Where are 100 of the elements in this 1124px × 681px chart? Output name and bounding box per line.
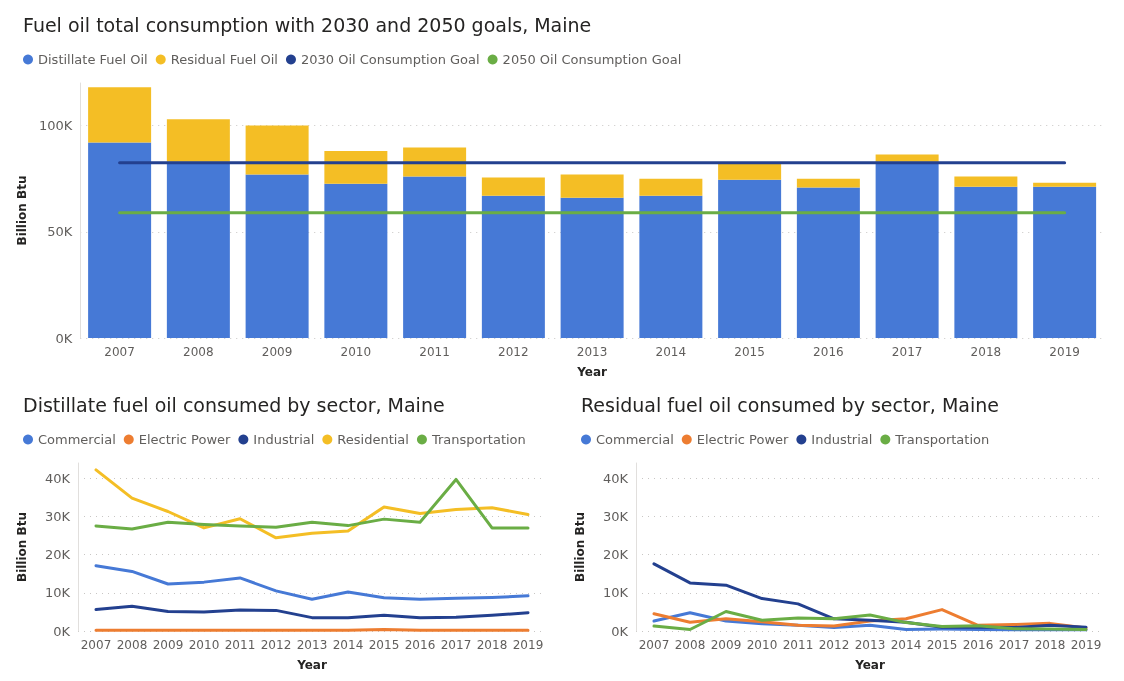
line-series <box>94 477 530 531</box>
bar <box>245 174 309 338</box>
legend-label: Transportation <box>430 432 526 447</box>
x-tick-label: 2015 <box>368 638 400 652</box>
bar <box>324 183 388 338</box>
x-tick-label: 2013 <box>854 638 886 652</box>
x-tick-label: 2008 <box>183 345 214 359</box>
x-axis-title: Year <box>576 365 608 379</box>
bar <box>954 186 1018 338</box>
bar <box>639 195 703 338</box>
legend-label: Residual Fuel Oil <box>170 52 278 67</box>
x-tick-label: 2017 <box>998 638 1030 652</box>
x-tick-label: 2016 <box>962 638 994 652</box>
y-tick-label: 40K <box>44 470 71 486</box>
x-tick-label: 2016 <box>404 638 436 652</box>
legend-label: Commercial <box>38 432 116 447</box>
y-tick-label: 10K <box>602 585 629 601</box>
bar <box>875 161 939 338</box>
x-tick-label: 2019 <box>512 638 544 652</box>
legend-label: Commercial <box>596 432 674 447</box>
legend-label: Industrial <box>811 432 873 447</box>
legend-label: Distillate Fuel Oil <box>38 52 148 67</box>
x-tick-label: 2012 <box>818 638 850 652</box>
legend-label: Industrial <box>253 432 315 447</box>
y-tick-label: 20K <box>602 547 629 563</box>
x-tick-label: 2013 <box>296 638 328 652</box>
bar <box>639 178 703 196</box>
y-tick-label: 0K <box>53 623 71 639</box>
line-series <box>94 564 530 601</box>
bar <box>560 197 624 338</box>
x-tick-label: 2007 <box>638 638 670 652</box>
bar <box>166 119 230 162</box>
x-tick-label: 2012 <box>498 345 529 359</box>
x-tick-label: 2018 <box>970 345 1002 359</box>
y-tick-label: 30K <box>44 508 71 524</box>
x-tick-label: 2017 <box>891 345 923 359</box>
y-tick-label: 0K <box>55 330 73 346</box>
x-tick-label: 2011 <box>782 638 814 652</box>
bar <box>324 151 388 184</box>
bar <box>245 125 309 175</box>
x-tick-label: 2008 <box>674 638 706 652</box>
line-series <box>94 468 530 540</box>
bar <box>1033 186 1097 338</box>
bar <box>481 177 545 196</box>
chart-title: Fuel oil total consumption with 2030 and 2050 goals, Maine <box>23 13 592 36</box>
bar <box>796 187 860 338</box>
y-tick-label: 10K <box>44 585 71 601</box>
legend-label: 2050 Oil Consumption Goal <box>502 52 682 67</box>
x-tick-label: 2011 <box>419 345 450 359</box>
bar <box>796 178 860 188</box>
x-tick-label: 2014 <box>890 638 922 652</box>
y-tick-label: 30K <box>602 508 629 524</box>
x-tick-label: 2011 <box>224 638 256 652</box>
x-tick-label: 2010 <box>746 638 778 652</box>
x-tick-label: 2009 <box>152 638 184 652</box>
bar <box>718 179 782 338</box>
x-tick-label: 2012 <box>260 638 292 652</box>
legend-label: 2030 Oil Consumption Goal <box>300 52 480 67</box>
y-tick-label: 50K <box>47 224 73 240</box>
y-tick-label: 40K <box>602 470 629 486</box>
bar <box>718 162 782 180</box>
x-tick-label: 2013 <box>576 345 608 359</box>
bar <box>166 161 230 338</box>
x-axis-title: Year <box>296 658 327 672</box>
x-tick-label: 2015 <box>734 345 765 359</box>
bar <box>403 176 467 338</box>
chart-title: Residual fuel oil consumed by sector, Maine <box>581 393 999 416</box>
x-tick-label: 2019 <box>1070 638 1102 652</box>
y-axis-title: Billion Btu <box>15 175 29 246</box>
bar <box>88 142 152 338</box>
bar <box>560 174 624 198</box>
bar <box>1033 182 1097 187</box>
x-tick-label: 2010 <box>188 638 220 652</box>
legend-label: Electric Power <box>696 432 790 447</box>
bar <box>954 176 1018 187</box>
x-tick-label: 2018 <box>1034 638 1066 652</box>
y-axis-title: Billion Btu <box>15 512 29 582</box>
y-tick-label: 100K <box>38 118 73 133</box>
y-axis-title: Billion Btu <box>573 512 587 582</box>
x-tick-label: 2010 <box>340 345 372 359</box>
chart-title: Distillate fuel oil consumed by sector, Maine <box>23 393 445 416</box>
x-tick-label: 2009 <box>261 345 293 359</box>
x-tick-label: 2014 <box>655 345 687 359</box>
y-tick-label: 20K <box>44 547 71 563</box>
legend-label: Transportation <box>894 432 990 447</box>
x-tick-label: 2019 <box>1049 345 1080 359</box>
legend-label: Electric Power <box>138 432 232 447</box>
x-axis-title: Year <box>854 658 885 672</box>
x-tick-label: 2007 <box>80 638 112 652</box>
x-tick-label: 2008 <box>116 638 148 652</box>
legend-label: Residential <box>337 432 409 447</box>
bar <box>481 195 545 338</box>
x-tick-label: 2018 <box>476 638 508 652</box>
x-tick-label: 2014 <box>332 638 364 652</box>
y-tick-label: 0K <box>611 623 629 639</box>
x-tick-label: 2009 <box>710 638 742 652</box>
x-tick-label: 2015 <box>926 638 958 652</box>
bar <box>88 87 152 143</box>
x-tick-label: 2007 <box>104 345 135 359</box>
x-tick-label: 2017 <box>440 638 472 652</box>
